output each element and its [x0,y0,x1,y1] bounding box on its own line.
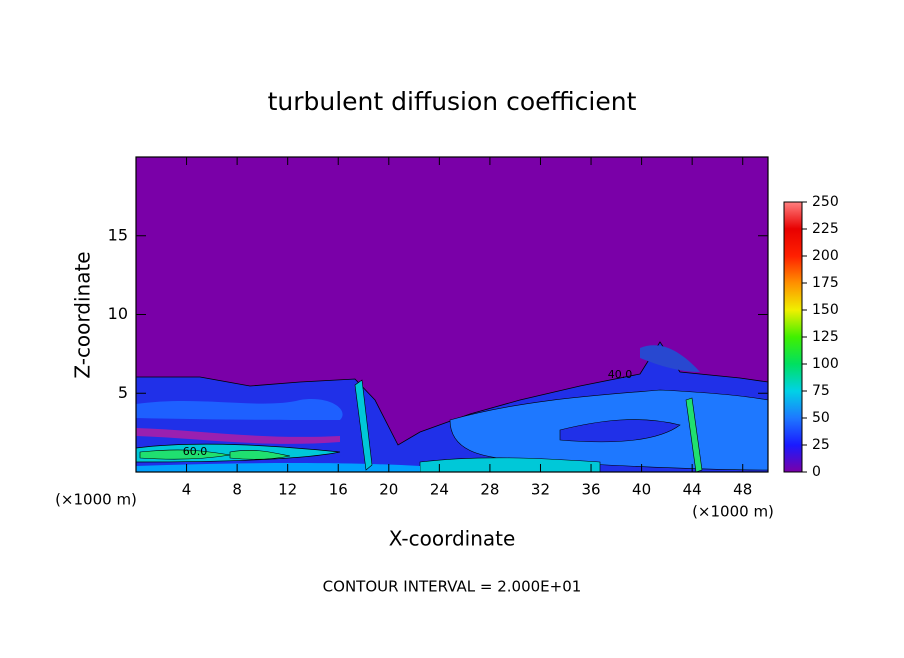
colorbar-tick-label: 125 [812,329,839,345]
x-tick-label: 8 [232,481,242,499]
colorbar-tick-label: 50 [812,410,830,426]
x-tick-label: 12 [278,481,297,499]
colorbar-tick-label: 225 [812,221,839,237]
contour-label: 40.0 [608,368,633,381]
x-tick-label: 20 [379,481,398,499]
x-tick-label: 24 [430,481,449,499]
x-axis-label: X-coordinate [389,527,516,551]
field-region [229,450,291,460]
y-tick-label: 5 [118,383,128,402]
contour-label: 60.0 [183,445,208,458]
field-region [419,457,601,473]
colorbar-tick-label: 25 [812,437,830,453]
x-tick-label: 16 [329,481,348,499]
field [135,156,769,473]
footer-note: CONTOUR INTERVAL = 2.000E+01 [323,578,582,596]
chart-title: turbulent diffusion coefficient [268,87,637,116]
colorbar-tick-label: 200 [812,248,839,264]
field-region [136,463,420,472]
field-region [354,379,373,471]
field-region [640,345,700,372]
colorbar-tick-label: 150 [812,302,839,318]
colorbar-tick-label: 100 [812,356,839,372]
colorbar-tick-label: 250 [812,194,839,210]
x-tick-label: 4 [182,481,192,499]
field-region [559,419,681,443]
x-tick-label: 44 [683,481,702,499]
field-region [136,399,343,420]
colorbar [783,201,803,473]
y-axis-label: Z-coordinate [71,251,95,378]
x-tick-label: 32 [531,481,550,499]
y-tick-label: 10 [108,304,128,323]
x-unit: (×1000 m) [692,503,774,521]
colorbar-tick-label: 75 [812,383,830,399]
x-tick-label: 28 [480,481,499,499]
colorbar-tick-label: 175 [812,275,839,291]
x-tick-label: 36 [581,481,600,499]
colorbar-tick-label: 0 [812,464,821,480]
x-tick-label: 40 [632,481,651,499]
y-tick-label: 15 [108,225,128,244]
x-unit: (×1000 m) [55,491,137,509]
field-region [136,428,340,444]
field-region [685,397,703,473]
x-tick-label: 48 [733,481,752,499]
